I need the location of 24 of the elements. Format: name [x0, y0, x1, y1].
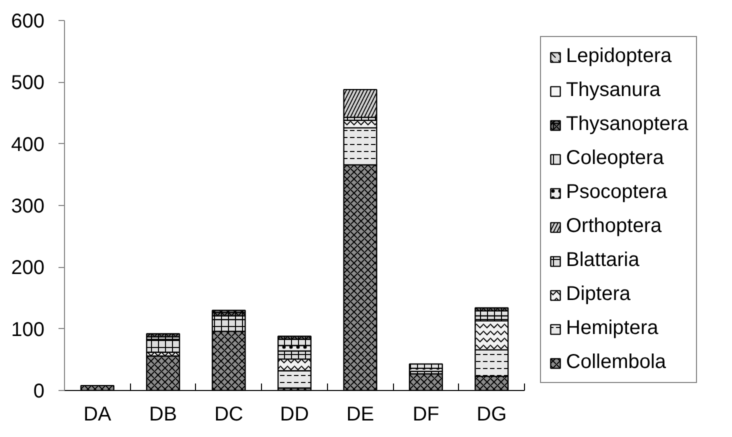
- x-tick-label: DC: [214, 404, 244, 426]
- x-tick-label: DA: [83, 404, 112, 426]
- x-tick-label: DF: [412, 404, 440, 426]
- y-tick-label: 500: [11, 72, 45, 94]
- legend-label: Thysanoptera: [566, 113, 688, 136]
- x-tick-label: DD: [280, 404, 309, 426]
- x-tick-label: DG: [476, 404, 507, 426]
- legend-label: Psocoptera: [566, 181, 668, 204]
- legend-label: Diptera: [566, 283, 630, 306]
- y-tick-label: 0: [33, 380, 44, 402]
- legend-label: Thysanura: [566, 79, 660, 102]
- x-tick-label: DB: [149, 404, 177, 426]
- legend-label: Blattaria: [566, 249, 640, 272]
- y-tick-label: 600: [11, 10, 45, 32]
- y-tick-label: 300: [11, 196, 45, 218]
- legend-label: Hemiptera: [566, 317, 658, 340]
- legend-label: Orthoptera: [566, 215, 662, 238]
- legend-label: Collembola: [566, 351, 666, 374]
- x-tick-label: DE: [346, 404, 374, 426]
- y-tick-label: 100: [11, 318, 45, 341]
- legend-label: Lepidoptera: [566, 45, 672, 68]
- legend-label: Coleoptera: [566, 147, 664, 170]
- y-tick-label: 200: [11, 257, 45, 280]
- y-tick-label: 400: [11, 134, 45, 156]
